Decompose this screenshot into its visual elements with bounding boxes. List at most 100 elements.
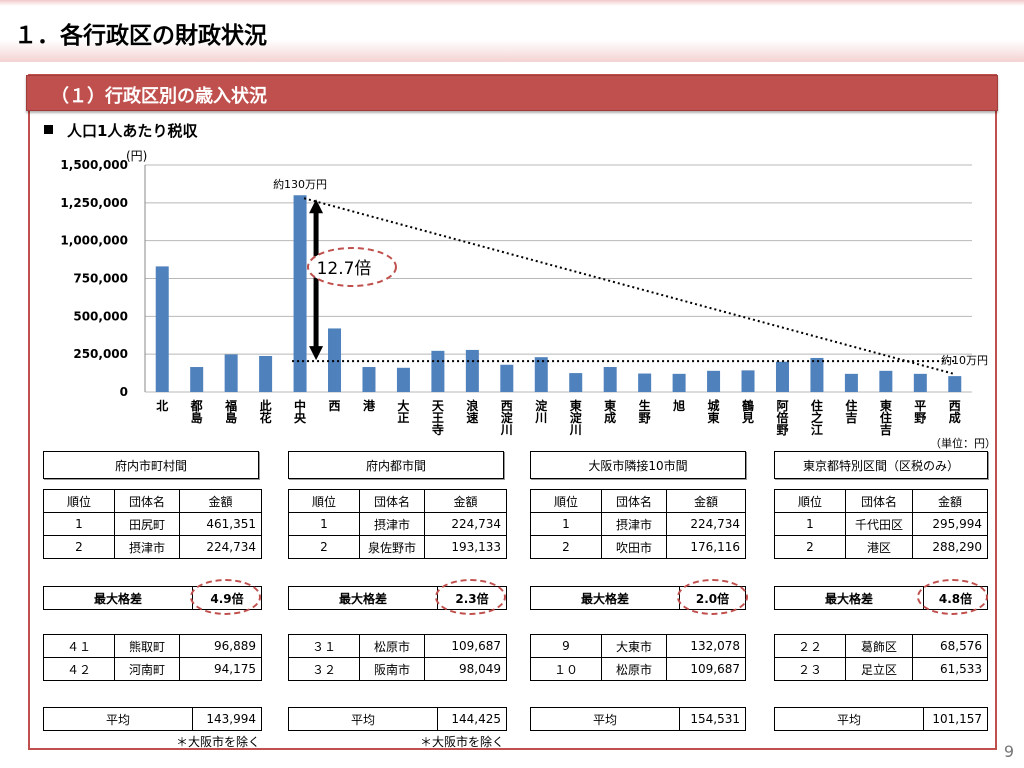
table-header-row: 順位 団体名 金額 [43,489,262,513]
chart-subheading: 人口1人あたり税収 [44,120,197,141]
bar [844,373,858,392]
entity-cell: 熊取町 [114,634,180,658]
rank-cell: 1 [530,512,602,536]
average-label: 平均 [288,707,438,731]
rank-cell: 2 [43,535,115,559]
entity-cell: 摂津市 [114,535,180,559]
top-ranking-table-prefecture-municipalities: 順位 団体名 金額 1 田尻町 461,351 2 摂津市 224,734 [43,489,262,559]
category-label: 住之江 [811,398,823,437]
entity-cell: 吹田市 [601,535,667,559]
amount-cell: 224,734 [179,535,262,559]
bar [775,361,789,392]
table-row: ４１ 熊取町 96,889 [43,634,262,658]
average-label: 平均 [530,707,680,731]
amount-cell: 193,133 [424,535,507,559]
entity-cell: 摂津市 [601,512,667,536]
rank-cell: 2 [774,535,846,559]
top-ranking-table-prefecture-cities: 順位 団体名 金額 1 摂津市 224,734 2 泉佐野市 193,133 [288,489,507,559]
amount-cell: 295,994 [912,512,988,536]
rank-cell: 1 [43,512,115,536]
header-cell: 金額 [666,489,746,513]
bar [638,373,652,392]
bar [259,355,273,392]
amount-cell: 94,175 [179,657,262,681]
ratio-highlight-ellipse [307,247,397,287]
group-title-adjacent-cities: 大阪市隣接10市間 [530,451,746,479]
entity-cell: 港区 [845,535,913,559]
header-cell: 金額 [179,489,262,513]
amount-cell: 288,290 [912,535,988,559]
category-label: 淀川 [534,398,548,425]
bottom-ranking-table-adjacent-cities: 9 大東市 132,078 １０ 松原市 109,687 [530,634,746,681]
max-gap-label: 最大格差 [43,586,193,610]
header-cell: 順位 [288,489,360,513]
category-label: 港 [363,398,376,413]
entity-cell: 河南町 [114,657,180,681]
bar [328,328,342,392]
section-header: （１）行政区別の歳入状況 [26,75,998,111]
max-gap-label: 最大格差 [288,586,438,610]
table-row: 2 泉佐野市 193,133 [288,535,507,559]
table-row: 9 大東市 132,078 [530,634,746,658]
group-title-tokyo-wards: 東京都特別区間（区税のみ） [774,451,988,479]
category-label: 鶴見 [741,398,754,425]
amount-cell: 98,049 [424,657,507,681]
category-label: 浪速 [466,398,478,425]
entity-cell: 大東市 [601,634,667,658]
category-label: 生野 [639,398,651,425]
rank-cell: 1 [288,512,360,536]
table-header-row: 順位 団体名 金額 [530,489,746,513]
category-label: 平野 [914,399,926,425]
amount-cell: 132,078 [666,634,746,658]
bar [707,370,721,392]
bar [741,370,755,392]
y-tick-label: 250,000 [73,347,128,361]
category-label: 福島 [224,398,237,425]
y-tick-label: 500,000 [73,309,128,323]
entity-cell: 松原市 [601,657,667,681]
category-label: 北 [156,398,168,413]
amount-cell: 224,734 [424,512,507,536]
y-tick-label: 1,500,000 [60,158,128,172]
bar [672,373,686,392]
average-value: 154,531 [679,707,746,731]
category-label: 天王寺 [432,399,445,437]
entity-cell: 田尻町 [114,512,180,536]
section-title: （１）行政区別の歳入状況 [51,86,267,107]
y-tick-label: 0 [120,385,128,399]
table-row: 1 千代田区 295,994 [774,512,988,536]
table-row: ３１ 松原市 109,687 [288,634,507,658]
average-value: 144,425 [437,707,507,731]
rank-cell: ２２ [774,634,846,658]
page-number: 9 [1003,742,1014,761]
max-gap-label: 最大格差 [774,586,924,610]
amount-cell: 109,687 [666,657,746,681]
bar [224,354,238,392]
y-tick-label: 1,250,000 [60,196,128,210]
entity-cell: 阪南市 [359,657,425,681]
category-label: 城東 [708,398,720,425]
page-title: １．各行政区の財政状況 [14,23,267,49]
max-gap-highlight-ellipse [677,579,748,615]
average-table-adjacent-cities: 平均 154,531 [530,707,746,731]
average-label: 平均 [43,707,193,731]
table-row: 平均 154,531 [530,707,746,731]
table-row: １０ 松原市 109,687 [530,657,746,681]
table-row: 平均 143,994 [43,707,262,731]
bottom-ranking-table-tokyo-wards: ２２ 葛飾区 68,576 ２３ 足立区 61,533 [774,634,988,681]
table-row: ２２ 葛飾区 68,576 [774,634,988,658]
max-gap-label: 最大格差 [530,586,680,610]
rank-cell: ３１ [288,634,360,658]
excluding-osaka-note: ＊大阪市を除く [420,735,505,749]
square-bullet-icon [44,125,53,134]
amount-cell: 96,889 [179,634,262,658]
bar [190,367,204,392]
header-cell: 金額 [912,489,988,513]
table-row: 2 摂津市 224,734 [43,535,262,559]
table-row: 2 吹田市 176,116 [530,535,746,559]
bar [465,349,479,392]
category-label: 旭 [672,398,685,413]
bottom-ranking-table-prefecture-municipalities: ４１ 熊取町 96,889 ４２ 河南町 94,175 [43,634,262,681]
category-label: 此花 [260,398,272,425]
entity-cell: 千代田区 [845,512,913,536]
